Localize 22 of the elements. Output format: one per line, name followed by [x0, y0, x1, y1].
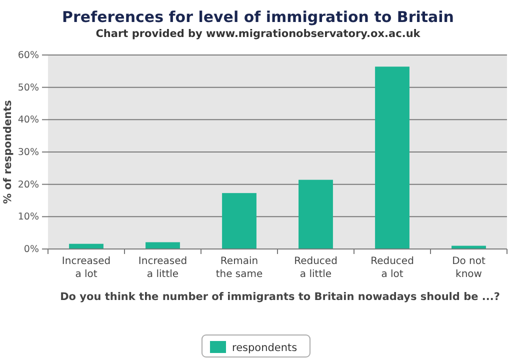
y-tick-label: 40% [18, 114, 39, 126]
x-tick-label: Do not know [452, 256, 486, 280]
x-tick-label: Remain the same [216, 256, 263, 280]
bar [375, 66, 410, 249]
legend-label: respondents [232, 342, 298, 354]
x-tick-label: Reduced a lot [370, 256, 414, 280]
y-tick-label: 50% [18, 82, 39, 94]
y-tick-label: 60% [18, 50, 39, 62]
x-axis-title: Do you think the number of immigrants to Britain nowadays should be ...? [60, 291, 500, 303]
bar [222, 193, 256, 249]
x-tick-label: Reduced a little [294, 256, 338, 280]
y-tick-label: 0% [24, 244, 39, 256]
chart-title: Preferences for level of immigration to Britain [62, 8, 454, 26]
y-tick-label: 20% [18, 179, 39, 190]
chart-subtitle: Chart provided by www.migrationobservatory.ox.ac.uk [96, 28, 422, 40]
bar [298, 180, 333, 249]
bar [146, 242, 180, 249]
y-axis-title: % of respondents [2, 100, 14, 204]
x-tick-label: Increased a lot [62, 256, 111, 280]
x-tick-label: Increased a little [138, 256, 188, 280]
y-tick-label: 30% [18, 147, 39, 158]
y-tick-label: 10% [18, 212, 39, 223]
